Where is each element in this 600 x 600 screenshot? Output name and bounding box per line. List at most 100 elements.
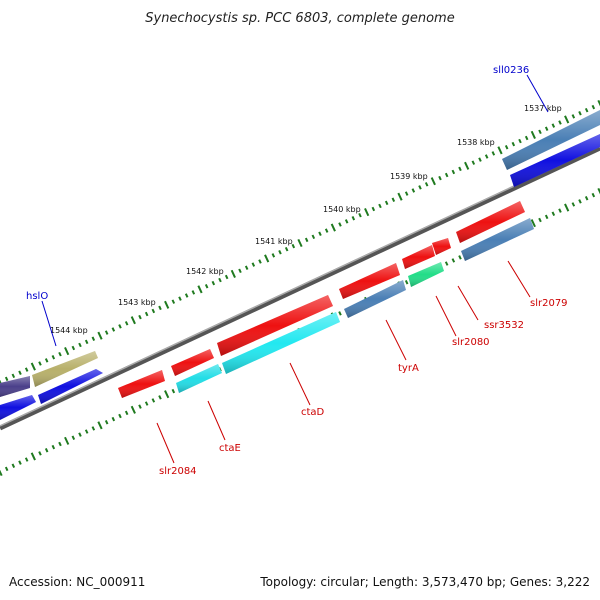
minor-tick (491, 151, 496, 156)
leader-line (457, 285, 479, 321)
minor-tick (58, 441, 62, 447)
major-tick (597, 187, 600, 195)
minor-tick (584, 195, 589, 201)
gene-shading (0, 395, 36, 420)
minor-tick (78, 432, 82, 437)
minor-tick (138, 404, 142, 409)
minor-tick (578, 199, 582, 204)
minor-tick (44, 358, 49, 363)
gene-shading (339, 263, 400, 299)
major-tick (297, 238, 303, 248)
minor-tick (4, 376, 9, 382)
minor-tick (124, 410, 129, 416)
major-tick (164, 390, 170, 399)
gene-shading (432, 238, 451, 255)
minor-tick (204, 284, 209, 289)
minor-tick (551, 211, 556, 217)
minor-tick (124, 321, 129, 326)
minor-tick (578, 111, 582, 116)
leader-lines (41, 74, 549, 464)
minor-tick (244, 265, 249, 270)
minor-tick (538, 129, 542, 135)
minor-tick (344, 219, 349, 224)
minor-tick (378, 203, 382, 209)
major-tick (464, 161, 470, 170)
genome-backbone (0, 145, 600, 431)
major-tick (430, 177, 436, 186)
minor-tick (84, 339, 89, 345)
minor-tick (178, 296, 182, 301)
major-tick (164, 300, 170, 309)
minor-tick (404, 279, 409, 285)
minor-tick (291, 243, 296, 249)
leader-line (41, 300, 57, 347)
minor-tick (458, 166, 462, 172)
minor-tick (111, 416, 116, 422)
minor-tick (371, 206, 376, 212)
minor-tick (24, 367, 29, 372)
minor-tick (104, 330, 109, 335)
gene-shading (408, 262, 444, 287)
reverse-strand (118, 201, 534, 398)
minor-tick (591, 192, 596, 198)
minor-tick (504, 145, 509, 150)
minor-tick (524, 135, 529, 141)
minor-tick (444, 261, 449, 266)
gene-labels: hslO sll0236 slr2084 ctaE ctaD tyrA slr2… (26, 65, 568, 477)
gene-shading (461, 218, 534, 261)
minor-tick (411, 188, 416, 193)
major-tick (130, 316, 136, 325)
topology-text: Topology: circular; Length: 3,573,470 bp… (259, 575, 590, 589)
leader-line (526, 74, 549, 113)
minor-tick (51, 355, 56, 360)
kbp-labels: 1537 kbp 1538 kbp 1539 kbp 1540 kbp 1541… (50, 104, 562, 335)
minor-tick (571, 202, 576, 207)
genome-backbone-highlight (0, 145, 600, 427)
gene-shading (222, 312, 340, 374)
minor-tick (4, 466, 9, 472)
minor-tick (451, 169, 456, 175)
minor-tick (224, 274, 229, 280)
minor-tick (24, 457, 29, 462)
minor-tick (44, 447, 49, 453)
minor-tick (171, 299, 176, 304)
minor-tick (551, 123, 556, 128)
minor-tick (151, 398, 156, 403)
minor-tick (418, 185, 422, 190)
minor-tick (251, 262, 256, 267)
kbp-label: 1543 kbp (118, 298, 156, 307)
gene-shading (176, 364, 222, 393)
minor-tick (184, 293, 189, 298)
major-tick (564, 203, 570, 212)
minor-tick (538, 217, 542, 223)
gene-shading (402, 245, 435, 269)
minor-tick (58, 351, 62, 357)
minor-tick (18, 370, 22, 375)
major-tick (197, 285, 203, 294)
minor-tick (424, 182, 429, 187)
gene-shading (510, 134, 600, 187)
gene-shading (32, 351, 98, 387)
major-tick (30, 362, 36, 371)
minor-tick (118, 413, 122, 419)
minor-tick (444, 172, 449, 178)
minor-tick (438, 175, 442, 181)
minor-tick (391, 197, 396, 202)
minor-tick (338, 311, 342, 316)
gene-shading (118, 370, 165, 398)
gene-label-ssr3532: ssr3532 (484, 320, 524, 331)
minor-tick (451, 258, 456, 263)
minor-tick (71, 345, 76, 351)
minor-tick (78, 342, 82, 348)
minor-tick (271, 253, 276, 258)
minor-tick (138, 314, 142, 320)
minor-tick (511, 141, 516, 147)
minor-tick (544, 126, 549, 131)
major-tick (564, 115, 570, 124)
minor-tick (211, 280, 216, 286)
gene-label-sll0236: sll0236 (493, 65, 529, 76)
major-tick (130, 405, 136, 414)
major-tick (30, 452, 36, 461)
major-tick (364, 208, 370, 217)
